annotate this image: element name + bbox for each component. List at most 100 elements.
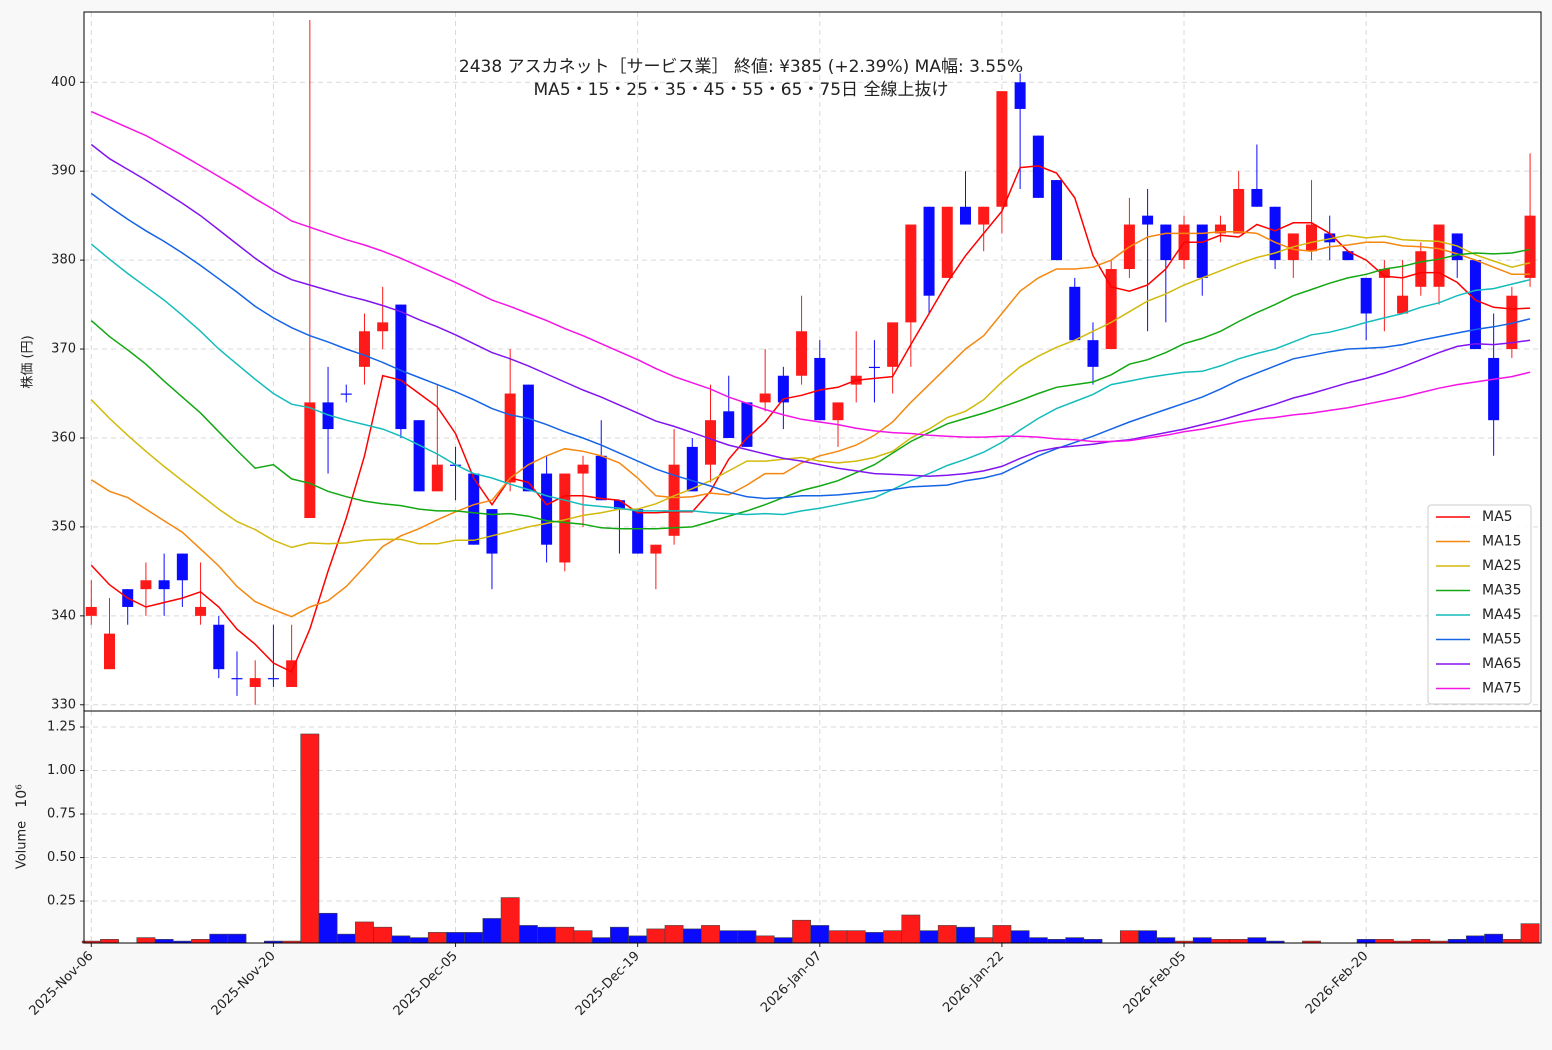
- candle-body: [705, 420, 717, 465]
- volume-bar: [427, 932, 447, 944]
- volume-bar: [1211, 939, 1230, 944]
- volume-bar: [446, 932, 465, 944]
- volume-bar: [974, 937, 994, 944]
- candle-body: [796, 331, 808, 376]
- candle-body: [1269, 206, 1281, 261]
- volume-bar: [1047, 939, 1066, 944]
- candle-body: [1233, 188, 1245, 234]
- candle-body: [978, 206, 990, 225]
- ma-line: [90, 192, 1531, 500]
- volume-bar: [1138, 930, 1158, 944]
- volume-bar: [1119, 930, 1139, 944]
- candle-body: [504, 393, 516, 483]
- volume-bar: [482, 918, 502, 944]
- candle-body: [1360, 277, 1372, 314]
- volume-bar: [391, 935, 411, 944]
- x-tick-label: 2026-Jan-07: [758, 949, 825, 1016]
- legend-label: MA75: [1482, 681, 1521, 697]
- candle-body: [686, 446, 698, 492]
- candle-body: [887, 322, 899, 367]
- x-tick-label: 2026-Feb-20: [1303, 949, 1372, 1018]
- volume-bar: [154, 939, 174, 944]
- candle-body: [577, 464, 589, 474]
- candle-body: [1469, 260, 1481, 350]
- y-tick-label: 380: [51, 253, 76, 268]
- candle-body: [541, 473, 553, 545]
- volume-bar: [701, 925, 720, 944]
- candle-body: [1433, 224, 1445, 287]
- volume-bar: [136, 937, 156, 944]
- legend: MA5 MA15 MA25 MA35 MA45 MA55 MA65 MA75: [1427, 504, 1532, 705]
- candle-body: [1142, 215, 1154, 225]
- candle-body: [304, 402, 316, 519]
- volume-bar: [664, 925, 684, 944]
- volume-bar: [719, 930, 739, 944]
- volume-bar: [610, 926, 629, 944]
- ma-line: [90, 234, 1531, 549]
- volume-bar: [846, 930, 866, 944]
- candle-body: [1306, 224, 1318, 252]
- candle-body: [158, 580, 170, 590]
- volume-bar: [901, 914, 921, 944]
- candle-body: [1415, 251, 1427, 287]
- volume-bar: [464, 932, 484, 944]
- volume-bar: [1520, 923, 1540, 944]
- candle-body: [358, 331, 370, 367]
- candle-body: [650, 544, 662, 554]
- candle-body: [1488, 357, 1500, 421]
- x-tick-label: 2026-Jan-22: [940, 949, 1007, 1016]
- candle-body: [1087, 340, 1099, 367]
- volume-bar: [318, 912, 338, 944]
- volume-bar: [355, 921, 374, 944]
- volume-bar: [792, 919, 811, 944]
- ma-line: [90, 248, 1531, 530]
- volume-bar: [755, 935, 775, 944]
- x-tick-label: 2026-Feb-05: [1121, 949, 1190, 1018]
- price-panel: [84, 12, 1541, 711]
- legend-label: MA25: [1482, 558, 1521, 574]
- candle-body: [1378, 269, 1390, 278]
- candle-body: [959, 206, 971, 225]
- legend-label: MA45: [1482, 607, 1521, 623]
- candle-body: [868, 366, 880, 369]
- volume-bar: [336, 933, 356, 944]
- candle-body: [1051, 180, 1063, 261]
- candle-body: [1451, 233, 1463, 261]
- candle-body: [1506, 295, 1518, 350]
- volume-bar: [1192, 937, 1212, 944]
- candle-body: [377, 322, 389, 332]
- y-tick-label: 1.25: [47, 720, 76, 735]
- candle-body: [832, 402, 844, 421]
- volume-bar: [1447, 939, 1467, 944]
- y-tick-label: 350: [51, 519, 76, 534]
- candle-body: [486, 509, 498, 554]
- candle-body: [595, 455, 607, 501]
- candle-body: [923, 206, 935, 296]
- volume-bar: [537, 926, 557, 944]
- legend-label: MA35: [1482, 583, 1521, 599]
- candle-body: [413, 420, 425, 492]
- candle-body: [1214, 224, 1226, 234]
- candle-body: [905, 224, 917, 323]
- candle-body: [1105, 269, 1117, 350]
- candle-body: [468, 473, 480, 545]
- volume-frame: [83, 710, 1542, 944]
- x-tick-label: 2025-Nov-06: [27, 949, 97, 1019]
- volume-bar: [1010, 930, 1030, 944]
- candle-body: [85, 606, 97, 616]
- legend-label: MA5: [1482, 509, 1513, 525]
- candle-body: [1196, 224, 1208, 278]
- volume-bar: [1229, 939, 1249, 944]
- candle-body: [322, 402, 334, 430]
- volume-bar: [810, 925, 830, 944]
- volume-bar: [500, 897, 520, 944]
- volume-panel: [84, 711, 1541, 943]
- legend-box: [1427, 504, 1532, 705]
- y-tick-label: 0.25: [47, 894, 76, 909]
- volume-bar: [628, 935, 648, 944]
- volume-bar: [191, 939, 210, 944]
- ma-line: [90, 165, 1531, 673]
- chart-subtitle: MA5・15・25・35・45・55・65・75日 全線上抜け: [534, 80, 949, 100]
- volume-bar: [1356, 939, 1376, 944]
